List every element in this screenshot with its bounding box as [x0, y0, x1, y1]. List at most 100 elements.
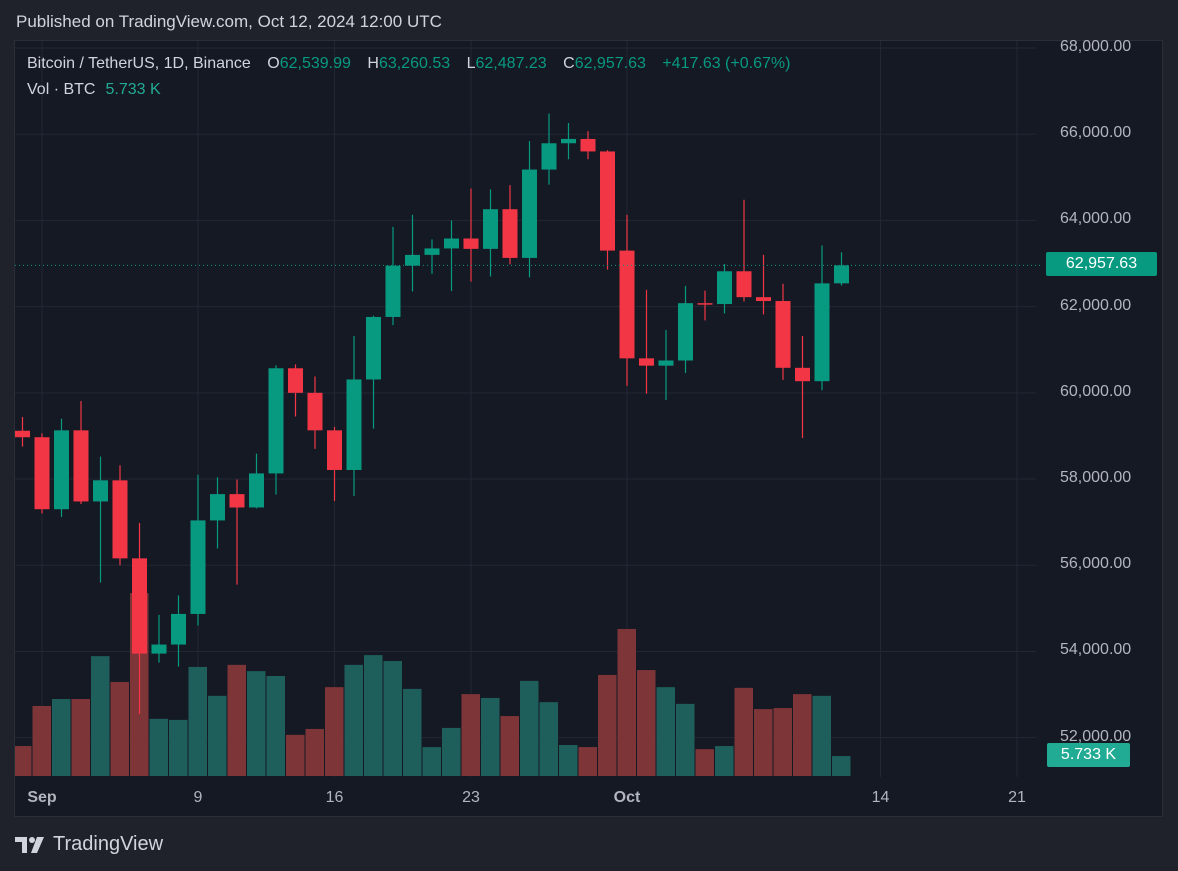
high-value: 63,260.53	[378, 55, 451, 72]
candle[interactable]	[151, 614, 167, 663]
candle[interactable]	[288, 364, 303, 417]
candle-body	[678, 303, 693, 361]
volume-bar	[598, 674, 617, 776]
candle[interactable]	[405, 214, 420, 292]
candle[interactable]	[463, 188, 479, 282]
candle-body	[697, 303, 713, 305]
candle-body	[346, 379, 362, 470]
candle-body	[132, 558, 147, 654]
volume-bar	[383, 661, 402, 776]
candle[interactable]	[736, 199, 752, 302]
time-tick-label: Oct	[613, 789, 641, 806]
candle[interactable]	[307, 376, 323, 449]
candle[interactable]	[132, 523, 147, 714]
candle-body	[229, 494, 245, 508]
candle[interactable]	[171, 595, 186, 667]
candle[interactable]	[619, 214, 635, 386]
candle[interactable]	[190, 474, 206, 626]
candle[interactable]	[73, 401, 89, 505]
grid-lines	[15, 41, 1036, 777]
volume-badge: 5.733 K	[1047, 743, 1130, 767]
candle-body	[463, 238, 479, 249]
candle[interactable]	[366, 315, 381, 429]
volume-bar	[110, 681, 129, 776]
volume-legend: Vol · BTC 5.733 K	[27, 81, 161, 99]
volume-bar	[227, 664, 246, 776]
candle-body	[639, 358, 654, 366]
candle[interactable]	[54, 418, 69, 517]
candle-body	[522, 169, 537, 258]
volume-bar	[754, 709, 773, 776]
candle[interactable]	[444, 220, 459, 292]
candle[interactable]	[756, 254, 771, 315]
candle[interactable]	[580, 131, 596, 160]
candle[interactable]	[834, 252, 849, 286]
candle-body	[54, 430, 69, 510]
volume-bar	[539, 702, 558, 776]
candle-body	[775, 301, 791, 368]
candle[interactable]	[678, 285, 693, 373]
volume-bar	[52, 698, 71, 776]
candle[interactable]	[34, 433, 50, 514]
last-price-badge: 62,957.63	[1046, 252, 1157, 277]
close-label: C	[563, 55, 575, 72]
candle[interactable]	[268, 365, 284, 495]
candle-body	[541, 143, 557, 170]
open-value: 62,539.99	[279, 55, 351, 72]
tradingview-logo-icon	[15, 836, 44, 853]
candle[interactable]	[346, 335, 362, 496]
volume-bar	[559, 744, 578, 776]
candle[interactable]	[639, 289, 654, 394]
candle[interactable]	[483, 189, 498, 277]
candle[interactable]	[327, 426, 342, 502]
open-label: O	[267, 55, 280, 72]
candle-body	[151, 644, 167, 654]
price-tick-label: 60,000.00	[1060, 382, 1132, 400]
candle[interactable]	[775, 283, 791, 380]
volume-bar	[422, 747, 441, 776]
tradingview-logo[interactable]: TradingView	[15, 833, 163, 856]
candle[interactable]	[249, 453, 264, 509]
candle[interactable]	[15, 416, 30, 447]
high-label: H	[367, 55, 379, 72]
volume-bar	[461, 694, 480, 776]
brand-name: TradingView	[53, 833, 164, 855]
volume-bar	[695, 749, 714, 776]
symbol-title: Bitcoin / TetherUS, 1D, Binance	[27, 55, 251, 72]
candle[interactable]	[814, 245, 830, 391]
volume-bar	[773, 708, 792, 776]
candle[interactable]	[658, 329, 674, 401]
candle[interactable]	[385, 226, 401, 326]
price-tick-label: 58,000.00	[1060, 469, 1132, 487]
volume-bar	[344, 664, 363, 776]
candle-body	[717, 271, 732, 305]
candle[interactable]	[717, 263, 732, 314]
candle[interactable]	[561, 123, 576, 160]
published-caption: Published on TradingView.com, Oct 12, 20…	[16, 12, 442, 31]
candle[interactable]	[502, 185, 518, 265]
close-value: 62,957.63	[574, 55, 646, 72]
candle-body	[190, 520, 206, 614]
candle-body	[424, 248, 440, 255]
candle-body	[307, 392, 323, 431]
candle-body	[736, 271, 752, 298]
candle[interactable]	[424, 239, 440, 274]
candle[interactable]	[697, 290, 713, 321]
candle-body	[814, 283, 830, 382]
time-tick-label: 9	[193, 789, 203, 806]
candle[interactable]	[600, 150, 615, 270]
candle[interactable]	[229, 479, 245, 585]
candle[interactable]	[210, 477, 225, 549]
candle-body	[405, 254, 420, 266]
volume-bar	[715, 746, 734, 776]
candle-body	[658, 360, 674, 366]
candle[interactable]	[541, 113, 557, 185]
candle-body	[619, 250, 635, 359]
candle[interactable]	[795, 335, 810, 439]
candle[interactable]	[112, 465, 128, 566]
candle[interactable]	[93, 456, 108, 583]
candle[interactable]	[522, 141, 537, 278]
candle-body	[210, 494, 225, 521]
price-tick-label: 68,000.00	[1060, 38, 1132, 55]
